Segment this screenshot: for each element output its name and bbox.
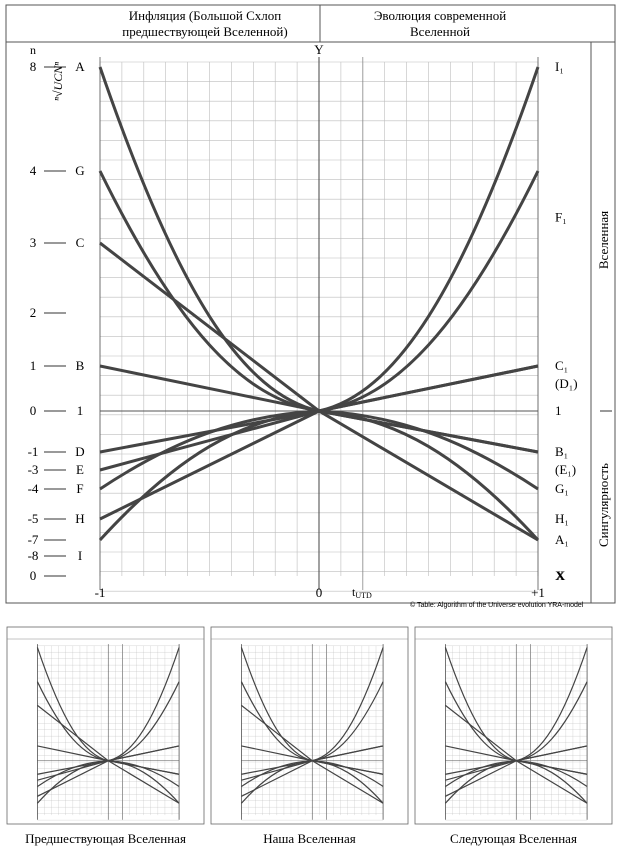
x-end-label: X xyxy=(556,568,566,583)
thumbnail-frame xyxy=(6,626,205,825)
thumbnail-frame xyxy=(210,626,409,825)
n-tick-label: -4 xyxy=(28,481,39,496)
thumbnail-grid xyxy=(37,644,180,821)
n-tick-label: -8 xyxy=(28,548,39,563)
chart-labels: 8 A I₁ 4 G F₁ 3 C 2 1 B C₁ (D₁) 0 1 1 -1 D B₁ (E₁) -3 E -4 F G₁ -… xyxy=(28,59,578,600)
thumbnail-series xyxy=(444,647,588,804)
right-point-label: G₁ xyxy=(555,481,569,496)
main-chart: Инфляция (Большой Схлоп предшествующей В… xyxy=(5,4,616,609)
header-right-line2: Вселенной xyxy=(410,24,470,39)
chart-series xyxy=(98,66,540,542)
thumbnail-series xyxy=(240,647,384,804)
n-tick-label: -1 xyxy=(28,444,39,459)
series-H-line xyxy=(99,409,539,542)
right-point-label: B₁ xyxy=(555,444,568,459)
right-point-label: C₁ xyxy=(555,358,568,373)
thumbnail-grid xyxy=(241,644,384,821)
thumbnails: Предшествующая Вселенная Наша Вселенная Сл… xyxy=(6,626,613,846)
left-point-label: H xyxy=(75,511,84,526)
header-left-line2: предшествующей Вселенной) xyxy=(122,24,287,39)
right-point-label-secondary: (D₁) xyxy=(555,376,578,391)
n-tick-label: -7 xyxy=(28,532,39,547)
left-point-label: A xyxy=(75,59,85,74)
x-tick-label: 0 xyxy=(316,585,323,600)
chart-grid xyxy=(99,57,539,592)
n-tick-label: 1 xyxy=(30,358,37,373)
right-point-label: 1 xyxy=(555,403,562,418)
thumbnail-caption: Следующая Вселенная xyxy=(450,831,577,846)
thumbnail-series xyxy=(36,647,180,804)
n-tick-label: 8 xyxy=(30,59,37,74)
side-label-singularity: Сингулярность xyxy=(596,463,611,547)
n-tick-label: 2 xyxy=(30,305,37,320)
left-point-label: D xyxy=(75,444,84,459)
main-frame xyxy=(5,4,616,604)
right-point-label: A₁ xyxy=(555,532,569,547)
n-tick-label: 4 xyxy=(30,163,37,178)
n-tick-label: -5 xyxy=(28,511,39,526)
series-H-line xyxy=(37,760,180,804)
left-point-label: E xyxy=(76,462,84,477)
left-point-label: I xyxy=(78,548,82,563)
x-tick-label: -1 xyxy=(95,585,106,600)
thumbnail-grid xyxy=(445,644,588,821)
right-point-label-secondary: (E₁) xyxy=(555,462,576,477)
thumbnail-3: Следующая Вселенная xyxy=(414,626,613,846)
right-point-label: F₁ xyxy=(555,210,567,225)
n-tick-label: 0 xyxy=(30,568,37,583)
x-axis-label: tUTD xyxy=(352,585,372,600)
header-right-line1: Эволюция современной xyxy=(374,8,506,23)
n-label: n xyxy=(30,43,36,57)
x-tick-label: +1 xyxy=(531,585,545,600)
thumbnail-2: Наша Вселенная xyxy=(210,626,409,846)
y-axis-label: Y xyxy=(314,42,324,57)
thumbnail-1: Предшествующая Вселенная xyxy=(6,626,205,846)
n-tick-label: 3 xyxy=(30,235,37,250)
copyright-note: © Table: Algorithm of the Universe evolu… xyxy=(410,601,584,609)
right-point-label: I₁ xyxy=(555,59,564,74)
n-tick-label: 0 xyxy=(30,403,37,418)
series-H-line xyxy=(445,760,588,804)
left-point-label: C xyxy=(76,235,85,250)
n-tick-label: -3 xyxy=(28,462,39,477)
left-point-label: G xyxy=(75,163,84,178)
left-point-label: 1 xyxy=(77,403,84,418)
thumbnail-caption: Наша Вселенная xyxy=(263,831,355,846)
series-H-line xyxy=(241,760,384,804)
side-label-universe: Вселенная xyxy=(596,211,611,269)
left-point-label: B xyxy=(76,358,85,373)
right-point-label: X xyxy=(555,568,565,583)
thumbnail-frame xyxy=(414,626,613,825)
right-point-label: H₁ xyxy=(555,511,569,526)
y-axis-title: ⁿ√UCNⁿ xyxy=(51,62,65,101)
header-left-line1: Инфляция (Большой Схлоп xyxy=(129,8,281,23)
left-point-label: F xyxy=(76,481,83,496)
thumbnail-caption: Предшествующая Вселенная xyxy=(25,831,186,846)
